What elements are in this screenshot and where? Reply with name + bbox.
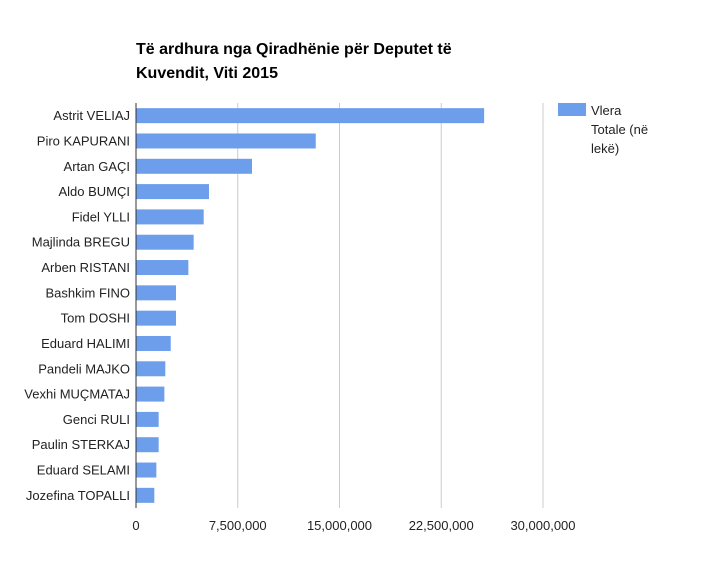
bar[interactable]	[136, 487, 155, 503]
bar[interactable]	[136, 234, 194, 250]
bar[interactable]	[136, 462, 157, 478]
category-label: Fidel YLLI	[72, 209, 130, 224]
category-label: Eduard SELAMI	[37, 463, 130, 478]
category-label: Jozefina TOPALLI	[26, 488, 130, 503]
category-label: Eduard HALIMI	[41, 336, 130, 351]
category-label: Vexhi MUÇMATAJ	[24, 387, 130, 402]
bar[interactable]	[136, 260, 189, 276]
legend-label-line-1: Vlera	[591, 103, 622, 118]
legend-label-line-2: Totale (në	[591, 122, 648, 137]
category-label: Aldo BUMÇI	[58, 184, 130, 199]
x-tick-label: 15,000,000	[307, 518, 372, 533]
bar[interactable]	[136, 184, 209, 200]
category-label: Tom DOSHI	[61, 311, 130, 326]
bar[interactable]	[136, 285, 177, 301]
category-label: Genci RULI	[63, 412, 130, 427]
x-tick-label: 0	[132, 518, 139, 533]
bar[interactable]	[136, 335, 171, 351]
x-tick-label: 22,500,000	[409, 518, 474, 533]
bar[interactable]	[136, 411, 159, 427]
bar[interactable]	[136, 158, 252, 174]
chart-title-line-2: Kuvendit, Viti 2015	[136, 65, 278, 82]
category-label: Astrit VELIAJ	[53, 108, 130, 123]
legend-label-line-3: lekë)	[591, 141, 619, 156]
x-tick-label: 7,500,000	[209, 518, 267, 533]
category-label: Paulin STERKAJ	[32, 437, 130, 452]
bar[interactable]	[136, 310, 177, 326]
category-label: Majlinda BREGU	[32, 235, 130, 250]
bar[interactable]	[136, 108, 485, 124]
legend: Vlera Totale (në lekë)	[558, 103, 648, 156]
category-label: Bashkim FINO	[45, 285, 130, 300]
category-label: Piro KAPURANI	[37, 133, 130, 148]
bar[interactable]	[136, 133, 316, 149]
category-label: Artan GAÇI	[64, 159, 130, 174]
category-label: Pandeli MAJKO	[38, 361, 130, 376]
bar[interactable]	[136, 386, 165, 402]
bar[interactable]	[136, 209, 204, 225]
category-label: Arben RISTANI	[41, 260, 130, 275]
bar[interactable]	[136, 437, 159, 453]
chart-title-line-1: Të ardhura nga Qiradhënie për Deputet të	[136, 41, 452, 58]
legend-swatch	[558, 103, 586, 116]
x-tick-label: 30,000,000	[510, 518, 575, 533]
bar[interactable]	[136, 361, 166, 377]
